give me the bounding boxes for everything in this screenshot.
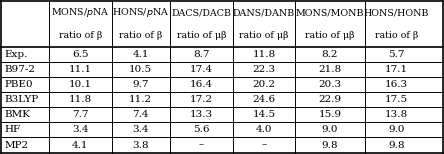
Text: 7.7: 7.7 [72,110,89,119]
Text: 7.4: 7.4 [133,110,149,119]
Text: 21.8: 21.8 [318,65,341,74]
Text: 9.8: 9.8 [321,141,338,150]
Text: 3.4: 3.4 [133,125,149,134]
Text: Exp.: Exp. [5,50,28,59]
Text: ratio of μβ: ratio of μβ [305,31,355,40]
Text: 22.9: 22.9 [318,95,341,104]
Text: 15.9: 15.9 [318,110,341,119]
Text: 4.0: 4.0 [256,125,272,134]
Text: MONS/MONB: MONS/MONB [296,8,364,17]
Text: HONS/$p$NA: HONS/$p$NA [112,6,170,19]
Text: HONS/HONB: HONS/HONB [364,8,429,17]
Text: 9.8: 9.8 [388,141,405,150]
Text: 10.1: 10.1 [69,80,92,89]
Text: ratio of μβ: ratio of μβ [177,31,226,40]
Text: 10.5: 10.5 [129,65,152,74]
Text: 4.1: 4.1 [72,141,89,150]
Text: B3LYP: B3LYP [5,95,39,104]
Text: PBE0: PBE0 [5,80,34,89]
Text: 14.5: 14.5 [252,110,275,119]
Text: 3.8: 3.8 [133,141,149,150]
Text: –: – [261,141,266,150]
Text: HF: HF [5,125,21,134]
Text: 11.1: 11.1 [69,65,92,74]
Text: 5.7: 5.7 [388,50,405,59]
Text: 6.5: 6.5 [72,50,89,59]
Text: 4.1: 4.1 [133,50,149,59]
Text: 13.3: 13.3 [190,110,213,119]
Text: 17.1: 17.1 [385,65,408,74]
Text: ratio of β: ratio of β [375,31,418,40]
Text: DANS/DANB: DANS/DANB [233,8,295,17]
Text: 24.6: 24.6 [252,95,275,104]
Text: 13.8: 13.8 [385,110,408,119]
Text: ratio of β: ratio of β [59,31,102,40]
Text: ratio of μβ: ratio of μβ [239,31,289,40]
Text: 22.3: 22.3 [252,65,275,74]
Text: 20.2: 20.2 [252,80,275,89]
Text: ratio of β: ratio of β [119,31,163,40]
Text: 3.4: 3.4 [72,125,89,134]
Text: MP2: MP2 [5,141,29,150]
Text: 11.2: 11.2 [129,95,152,104]
Text: 16.4: 16.4 [190,80,213,89]
Text: 11.8: 11.8 [252,50,275,59]
Text: B97-2: B97-2 [5,65,36,74]
Text: 5.6: 5.6 [193,125,210,134]
Text: –: – [198,141,204,150]
Text: DACS/DACB: DACS/DACB [171,8,231,17]
Text: 8.7: 8.7 [193,50,210,59]
Text: 8.2: 8.2 [321,50,338,59]
Text: 9.0: 9.0 [321,125,338,134]
Text: 16.3: 16.3 [385,80,408,89]
Text: 17.2: 17.2 [190,95,213,104]
Text: MONS/$p$NA: MONS/$p$NA [51,6,110,19]
Text: 17.5: 17.5 [385,95,408,104]
Text: 9.7: 9.7 [133,80,149,89]
Text: BMK: BMK [5,110,31,119]
Text: 9.0: 9.0 [388,125,405,134]
Text: 20.3: 20.3 [318,80,341,89]
Text: 11.8: 11.8 [69,95,92,104]
Text: 17.4: 17.4 [190,65,213,74]
